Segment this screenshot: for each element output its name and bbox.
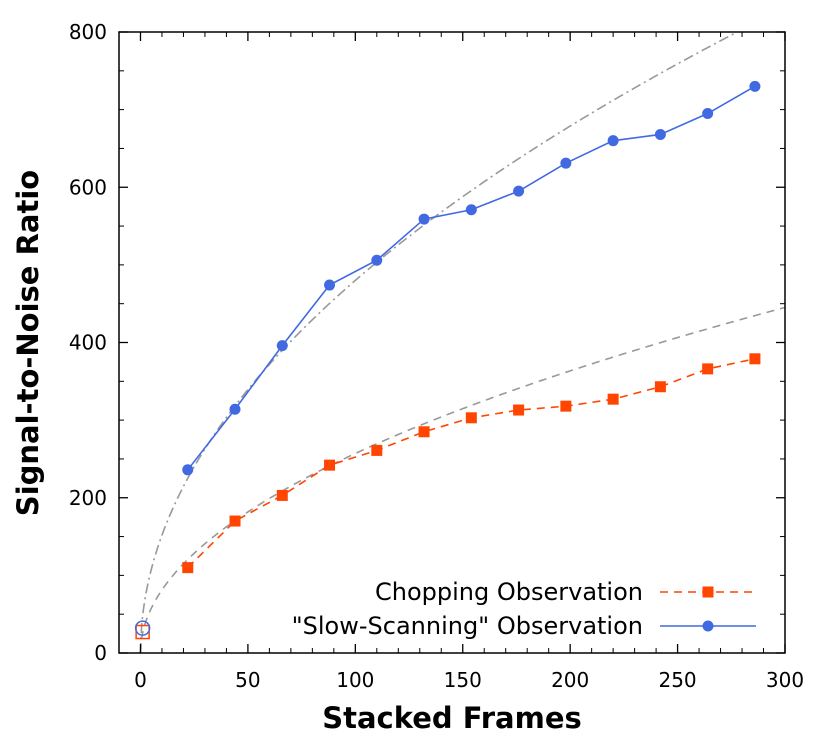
y-tick-label: 800: [69, 20, 107, 44]
series-2-point: [465, 204, 477, 216]
legend-marker-2: [702, 620, 714, 632]
plot-border: [118, 31, 786, 654]
reference-curve-2: [139, 306, 786, 654]
y-axis-title: Signal-to-Noise Ratio: [11, 170, 45, 516]
series-layer: [134, 80, 761, 640]
x-tick-label: 100: [336, 668, 374, 692]
series-2-point: [229, 403, 241, 415]
y-tick-label: 600: [69, 175, 107, 199]
series-1-point: [276, 489, 288, 501]
series-1-point: [324, 459, 336, 471]
series-1-point: [465, 412, 477, 424]
series-1-point: [371, 444, 383, 456]
series-1-point: [418, 426, 430, 438]
series-1-point: [229, 515, 241, 527]
series-2-point: [513, 185, 525, 197]
series-1-point: [654, 381, 666, 393]
series-2-point: [371, 254, 383, 266]
series-1-point: [560, 400, 572, 412]
series-2-point: [560, 157, 572, 169]
y-tick-label: 0: [94, 641, 107, 665]
series-2-point: [749, 80, 761, 92]
series-1-point: [182, 562, 194, 574]
series-1-point: [749, 353, 761, 365]
legend-marker-1: [702, 586, 714, 598]
y-tick-label: 400: [69, 331, 107, 355]
x-tick-label: 200: [551, 668, 589, 692]
series-1: [182, 353, 761, 574]
legend-label-slow-scanning: "Slow-Scanning" Observation: [292, 612, 643, 640]
x-tick-label: 250: [658, 668, 696, 692]
series-2-point: [702, 108, 714, 120]
legend: Chopping Observation "Slow-Scanning" Obs…: [292, 578, 756, 640]
plot-frame: [118, 31, 786, 654]
reference-curve-1: [139, 31, 738, 654]
series-1-point: [513, 404, 525, 416]
single-frame-marker-2: [134, 620, 151, 636]
x-tick-label: 300: [766, 668, 804, 692]
x-axis-title: Stacked Frames: [322, 701, 582, 735]
series-1-line: [187, 358, 756, 569]
x-tick-label: 150: [444, 668, 482, 692]
legend-label-chopping: Chopping Observation: [375, 578, 643, 606]
series-2-line: [187, 85, 756, 471]
reference-curves: [139, 31, 786, 654]
legend-samples: [660, 586, 756, 632]
y-tick-label: 200: [69, 486, 107, 510]
series-1-point: [607, 393, 619, 405]
series-2-point: [607, 135, 619, 147]
axis-ticks: 0 50 100 150 200 250 300 0 200 400 600 800: [69, 20, 804, 692]
series-2-point: [324, 279, 336, 291]
series-2: [182, 80, 761, 476]
x-tick-label: 0: [134, 668, 147, 692]
series-1-point: [702, 363, 714, 375]
series-2-point: [654, 128, 666, 140]
series-2-point: [276, 340, 288, 352]
series-2-point: [418, 213, 430, 225]
x-tick-label: 50: [235, 668, 260, 692]
series-2-point: [182, 464, 194, 476]
